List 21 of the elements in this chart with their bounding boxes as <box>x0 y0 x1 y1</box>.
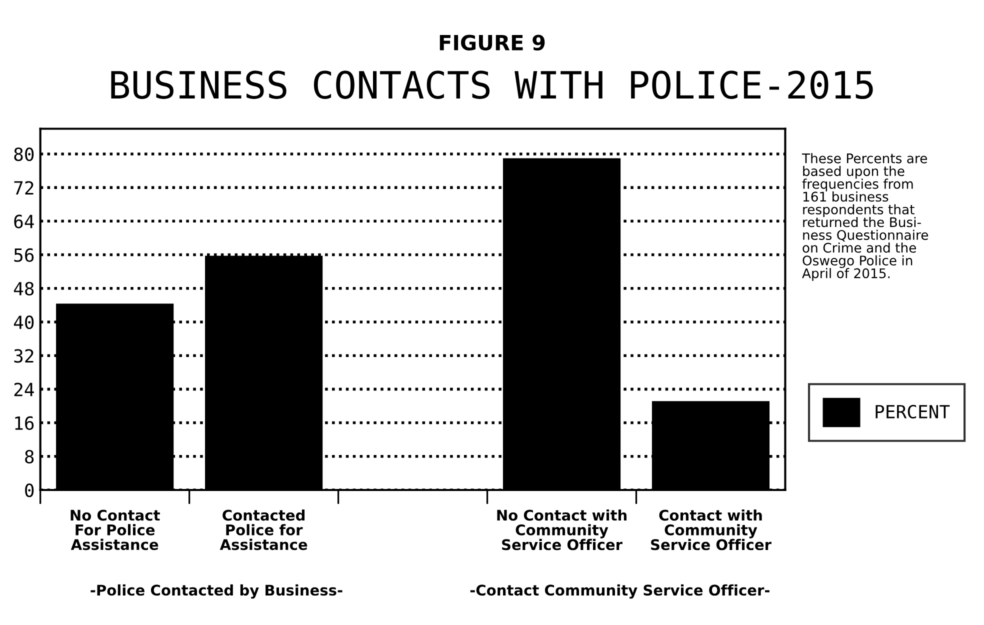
y-tick-label: 16 <box>15 416 34 430</box>
y-tick-label: 40 <box>14 315 34 330</box>
y-tick-label: 56 <box>14 248 34 262</box>
y-tick-label: 8 <box>25 450 34 464</box>
x-tick-label: No Contact For Police Assistance <box>70 510 160 550</box>
legend-label: PERCENT <box>876 404 950 418</box>
y-tick-label: 64 <box>14 214 34 228</box>
y-tick-label: 0 <box>25 484 34 498</box>
y-tick-label: 80 <box>14 147 34 162</box>
x-tick-label: No Contact with Community Service Officer <box>497 509 626 550</box>
text: -Police Contacted by Business- <box>90 584 342 599</box>
y-tick-label: 24 <box>14 382 34 396</box>
caption: FIGURE 9 <box>440 34 545 50</box>
y-tick-label: 32 <box>14 349 34 363</box>
x-tick-label: Contact with Community Service Officer <box>651 509 772 550</box>
y-tick-label: 48 <box>14 282 34 296</box>
text: These Percents are based upon the frequencies from 161 business respondents that returned the Busi- ness Questionnaire on Crime and the Oswego Police in April of 2015. <box>802 153 928 281</box>
chart-title: BUSINESS CONTACTS WITH POLICE-2015 <box>111 70 873 99</box>
x-tick-label: Contacted Police for Assistance <box>220 509 308 550</box>
text: -Contact Community Service Officer- <box>470 584 770 599</box>
y-tick-label: 72 <box>14 181 34 194</box>
